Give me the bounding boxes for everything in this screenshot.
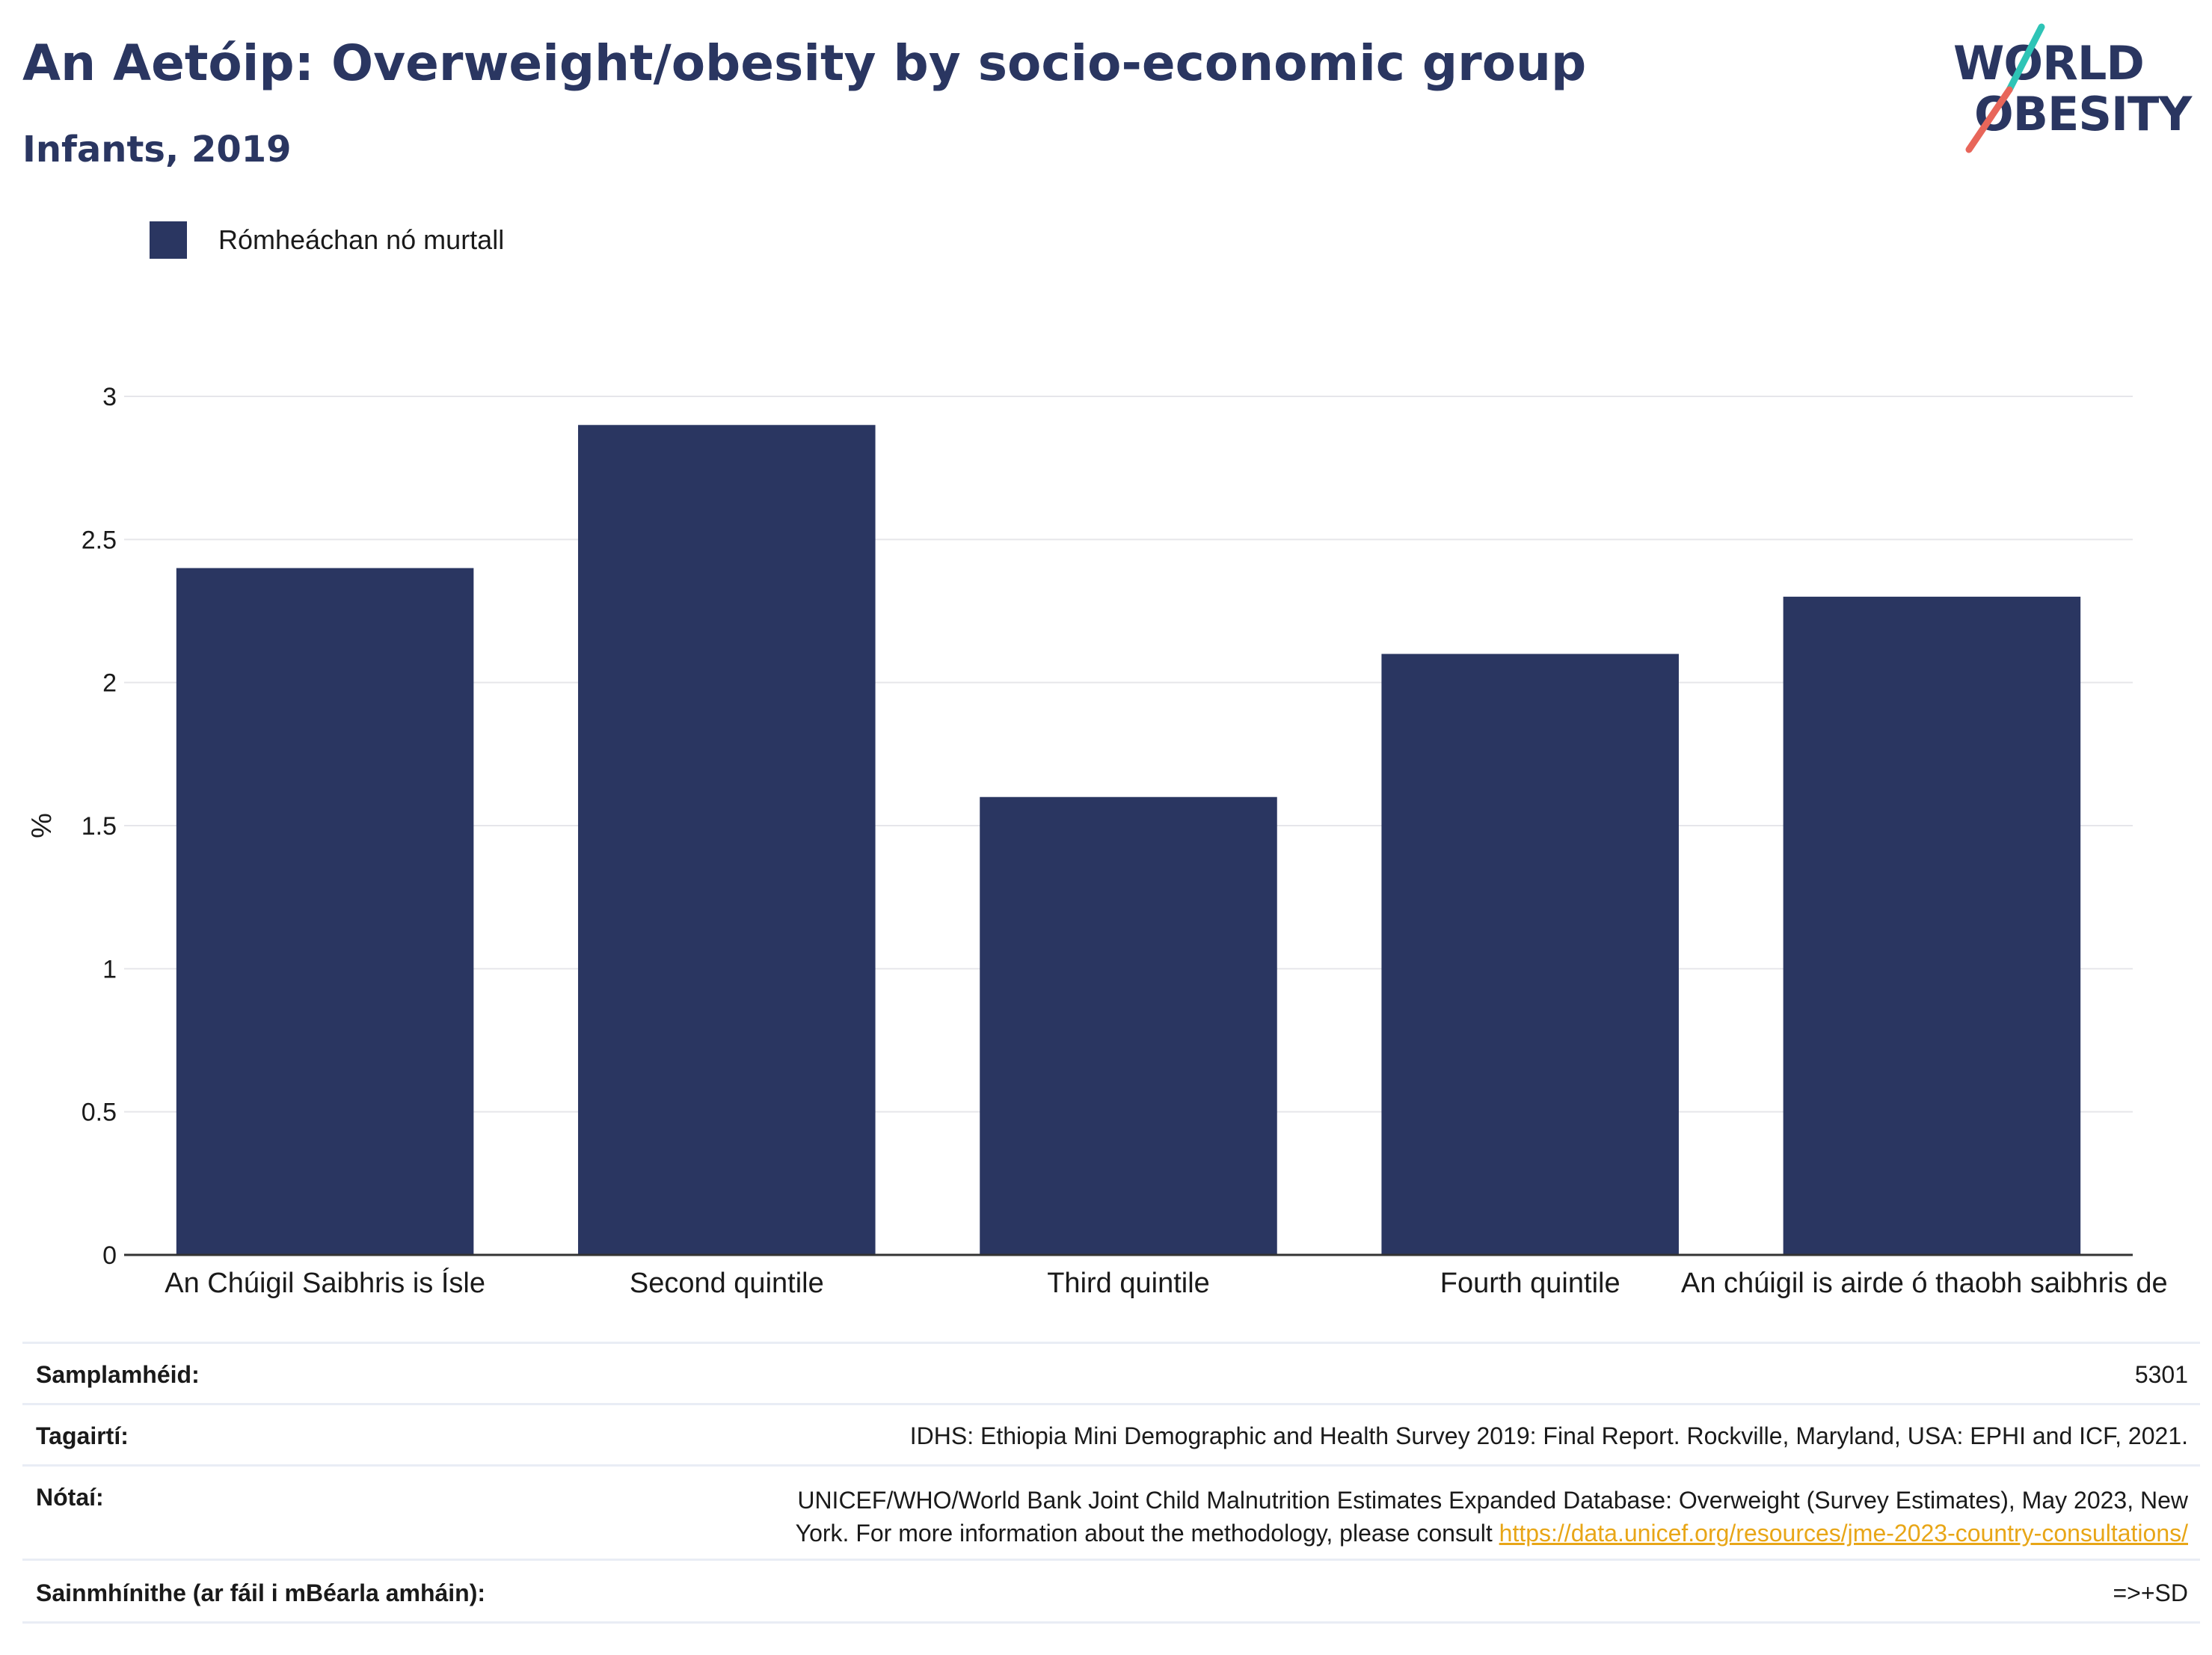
y-tick-label: 2 [102, 669, 117, 698]
bar [578, 425, 876, 1256]
legend-swatch [150, 221, 187, 259]
x-tick-label: An chúigil is airde ó thaobh saibhris de [1681, 1268, 2168, 1299]
page-subtitle: Infants, 2019 [22, 129, 292, 171]
sample-size-value: 5301 [2134, 1361, 2188, 1388]
references-value: IDHS: Ethiopia Mini Demographic and Heal… [909, 1422, 2188, 1449]
footer-divider [22, 1621, 2200, 1624]
notes-value: UNICEF/WHO/World Bank Joint Child Malnut… [796, 1484, 2188, 1550]
methodology-link[interactable]: https://data.unicef.org/resources/jme-20… [1499, 1520, 2188, 1547]
bar-chart: 0 0.5 1 1.5 2 2.5 3% An Chúigil Saibhris is Ísl… [26, 383, 2168, 1299]
definitions-value: =>+SD [2113, 1579, 2188, 1606]
notes-line-2: York. For more information about the met… [795, 1520, 1493, 1547]
bar [176, 568, 474, 1255]
x-tick-label: Second quintile [630, 1268, 824, 1299]
y-tick-label: 2.5 [82, 526, 117, 554]
footer-divider [22, 1403, 2200, 1405]
sample-size-label: Samplamhéid: [36, 1361, 200, 1388]
definitions-label: Sainmhínithe (ar fáil i mBéarla amháin): [36, 1579, 486, 1606]
y-tick-label: 1 [102, 955, 117, 983]
chart-legend: Rómheáchan nó murtall [150, 221, 504, 259]
x-tick-label: An Chúigil Saibhris is Ísle [165, 1267, 485, 1299]
y-tick-label: 0.5 [82, 1099, 117, 1127]
y-tick-label: 1.5 [82, 812, 117, 841]
logo-line-1: WORLD [1953, 36, 2145, 90]
x-tick-label: Fourth quintile [1440, 1268, 1620, 1299]
logo-line-2: OBESITY [1974, 87, 2192, 141]
y-axis-label: % [26, 813, 58, 838]
bar [1783, 596, 2081, 1255]
logo-slash-icon [1965, 23, 2045, 153]
y-tick-label: 3 [102, 383, 117, 411]
page-title: An Aetóip: Overweight/obesity by socio-e… [22, 34, 1587, 92]
references-label: Tagairtí: [36, 1422, 129, 1449]
x-tick-label: Third quintile [1047, 1268, 1210, 1299]
world-obesity-logo: WORLD OBESITY [1953, 21, 2200, 156]
y-tick-label: 0 [102, 1241, 117, 1270]
footer-divider [22, 1464, 2200, 1467]
notes-line-1: UNICEF/WHO/World Bank Joint Child Malnut… [797, 1487, 2188, 1514]
legend-label: Rómheáchan nó murtall [218, 224, 505, 255]
footer-divider [22, 1342, 2200, 1344]
footer-divider [22, 1559, 2200, 1561]
bar [1381, 654, 1679, 1255]
bar [980, 796, 1277, 1255]
notes-label: Nótaí: [36, 1484, 104, 1511]
